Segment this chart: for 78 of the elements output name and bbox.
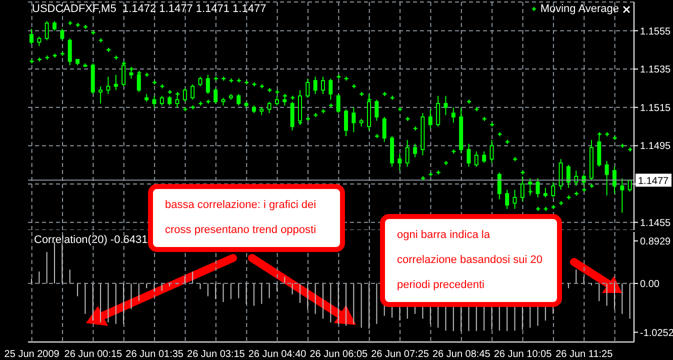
- ref-line-label: 1.1477: [638, 176, 670, 188]
- candlestick: [382, 116, 386, 142]
- y-tick-label: 1.1535: [640, 64, 672, 76]
- candlestick: [328, 78, 333, 100]
- candlestick: [505, 189, 510, 210]
- candlestick: [398, 152, 402, 172]
- candlestick: [436, 95, 440, 128]
- candlestick: [444, 95, 448, 116]
- annotation: ogni barra indica la correlazione basandosi sui 20 periodi precedenti: [380, 214, 562, 307]
- y-tick-label: 1.1455: [640, 218, 672, 229]
- x-tick-label: 26 Jun 10:05: [494, 349, 552, 360]
- candlestick: [497, 172, 502, 200]
- x-tick-label: 26 Jun 08:45: [432, 349, 491, 360]
- y-tick-label: 1.1495: [640, 141, 672, 152]
- candlestick: [206, 74, 210, 94]
- candlestick: [428, 108, 432, 129]
- candlestick: [374, 99, 379, 122]
- y-tick-label: 0.00: [640, 278, 660, 290]
- candlestick: [543, 187, 548, 198]
- candlestick: [344, 108, 348, 137]
- candlestick: [520, 176, 524, 202]
- candlestick: [136, 72, 141, 93]
- candlestick: [413, 143, 418, 158]
- candlestick: [490, 139, 494, 164]
- candlestick: [352, 106, 356, 133]
- x-tick-label: 26 Jun 04:40: [248, 349, 307, 360]
- candlestick: [44, 20, 49, 41]
- x-tick-label: 26 Jun 07:25: [371, 349, 430, 360]
- candlestick: [214, 88, 218, 104]
- candlestick: [474, 150, 478, 168]
- candlestick: [122, 62, 126, 87]
- candlestick: [168, 95, 172, 106]
- candlestick: [482, 150, 486, 164]
- candlestick: [536, 178, 540, 198]
- candlestick: [306, 78, 310, 98]
- candlestick: [30, 28, 34, 45]
- candlestick: [37, 36, 42, 47]
- candlestick: [604, 160, 609, 196]
- x-tick-label: 26 Jun 11:25: [556, 349, 614, 360]
- candlestick: [98, 86, 103, 104]
- candlestick: [336, 93, 340, 114]
- chart-title: USDCADFXF,M5 1.1472 1.1477 1.1471 1.1477: [32, 3, 266, 15]
- candlestick: [198, 76, 202, 87]
- candlestick: [512, 189, 517, 210]
- candlestick: [60, 28, 64, 41]
- y-tick-label: 0.8929: [640, 236, 672, 248]
- candlestick: [267, 101, 272, 114]
- x-tick-label: 26 Jun 03:15: [187, 349, 246, 360]
- candlestick: [236, 93, 241, 106]
- candlestick: [612, 166, 616, 194]
- candlestick: [551, 182, 556, 198]
- candlestick: [160, 95, 164, 106]
- x-tick-label: 26 Jun 01:35: [126, 349, 184, 360]
- chart-title: Correlation(20) -0.6431: [33, 234, 149, 246]
- candlestick: [320, 76, 325, 94]
- y-tick-label: -1.0252: [640, 328, 673, 339]
- candlestick: [114, 74, 118, 91]
- legend-label: Moving Average: [540, 3, 619, 15]
- candlestick: [451, 106, 456, 124]
- y-tick-label: 1.1555: [640, 26, 672, 38]
- candlestick: [466, 143, 471, 168]
- x-tick-label: 26 Jun 00:15: [64, 349, 123, 360]
- candlestick: [558, 158, 563, 190]
- annotation: bassa correlazione: i grafici dei cross presentano trend opposti: [148, 184, 345, 252]
- candlestick: [313, 76, 318, 94]
- candlestick: [620, 178, 624, 214]
- x-tick-label: 25 Jun 2009: [4, 349, 60, 360]
- candlestick: [405, 139, 410, 168]
- candlestick: [566, 164, 570, 188]
- candlestick: [106, 76, 110, 94]
- candlestick: [274, 95, 279, 106]
- candlestick: [152, 95, 156, 108]
- candlestick: [190, 84, 195, 100]
- candlestick: [52, 20, 57, 32]
- y-tick-label: 1.1515: [640, 102, 672, 114]
- candlestick: [68, 38, 72, 66]
- candlestick: [182, 88, 187, 102]
- x-tick-label: 26 Jun 06:05: [310, 349, 368, 360]
